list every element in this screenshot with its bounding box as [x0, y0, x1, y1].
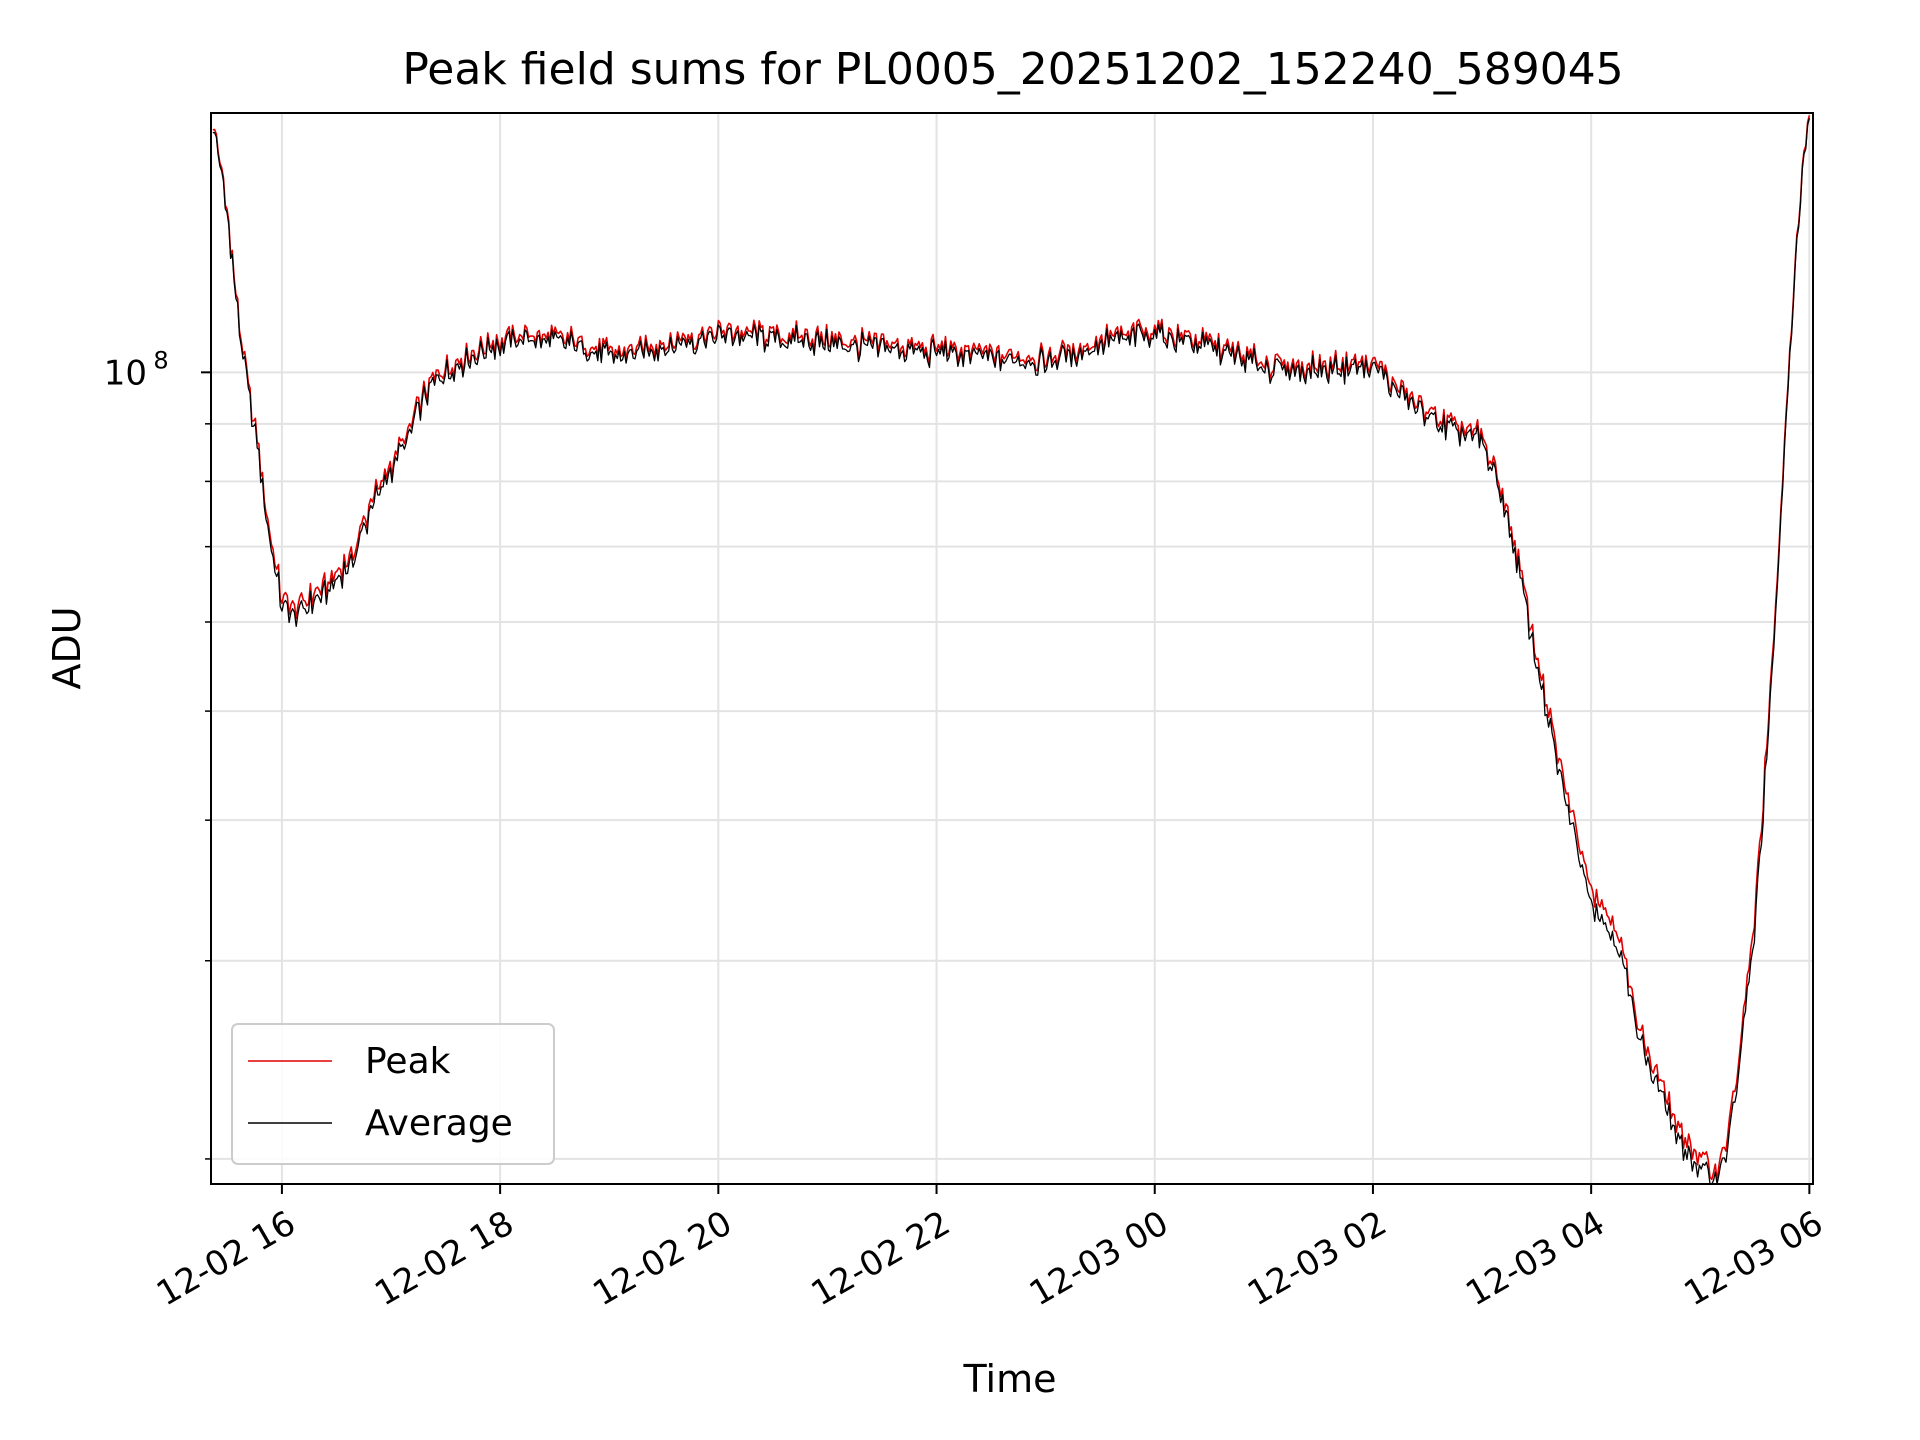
legend: Peak Average [231, 1023, 555, 1165]
y-tick-label-base: 10 [104, 353, 147, 393]
chart-title: Peak field sums for PL0005_20251202_1522… [402, 44, 1623, 95]
legend-label: Average [365, 1103, 513, 1144]
x-axis-label: Time [963, 1357, 1057, 1401]
series-line-average [212, 118, 1811, 1185]
series-layer [212, 115, 1811, 1185]
legend-box [231, 1023, 555, 1165]
legend-label: Peak [365, 1041, 451, 1082]
y-tick-label: 10 [104, 353, 147, 393]
plot-frame [210, 112, 1814, 1185]
y-tick-label-exponent: 8 [153, 346, 168, 374]
y-axis-label: ADU [45, 606, 89, 689]
